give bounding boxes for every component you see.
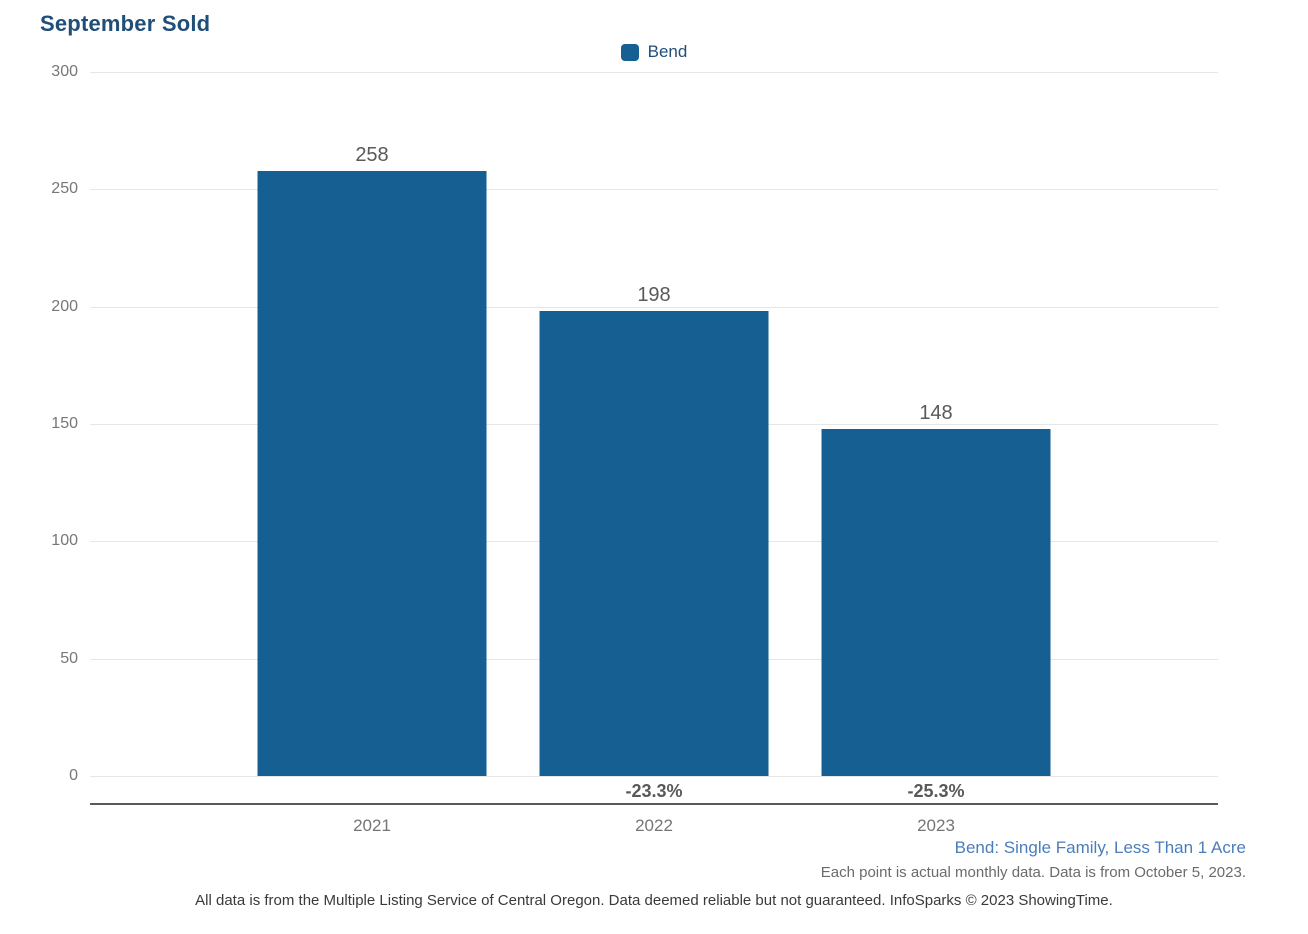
y-tick-label-250: 250 <box>51 180 78 198</box>
gridline-y-200 <box>90 306 1218 308</box>
legend-swatch-icon <box>620 43 639 61</box>
pct-change-label-2022: -23.3% <box>625 781 683 801</box>
footnote-series-description: Bend: Single Family, Less Than 1 Acre <box>954 838 1246 857</box>
y-tick-label-200: 200 <box>51 297 78 315</box>
y-tick-label-100: 100 <box>51 532 78 550</box>
legend-item-bend[interactable]: Bend <box>620 42 688 62</box>
gridline-y-300 <box>90 72 1218 73</box>
bar-bend-2023[interactable] <box>821 428 1051 776</box>
gridline-y-0 <box>90 776 1218 777</box>
y-tick-label-300: 300 <box>51 63 78 80</box>
footnote-data-note: Each point is actual monthly data. Data … <box>820 864 1246 881</box>
y-tick-label-0: 0 <box>69 767 78 784</box>
plot-area: 258 2021 198 -23.3% 2022 148 -25.3% 2023 <box>90 72 1218 835</box>
footnote-disclaimer: All data is from the Multiple Listing Se… <box>195 892 1113 909</box>
y-tick-label-50: 50 <box>60 649 78 667</box>
legend-item-label: Bend <box>647 42 688 61</box>
chart-legend: Bend <box>90 42 1218 62</box>
x-axis-line <box>90 803 1218 805</box>
bar-value-label-2021: 258 <box>355 143 389 166</box>
bar-bend-2021[interactable] <box>257 170 487 776</box>
x-tick-label-2021: 2021 <box>353 816 391 835</box>
x-tick-label-2022: 2022 <box>635 816 673 835</box>
bar-value-label-2023: 148 <box>919 401 953 424</box>
x-tick-label-2023: 2023 <box>917 816 955 835</box>
chart-title: September Sold <box>40 11 211 36</box>
y-tick-label-150: 150 <box>51 415 78 432</box>
bar-value-label-2022: 198 <box>637 284 671 307</box>
bar-bend-2022[interactable] <box>539 311 769 776</box>
gridline-y-250 <box>90 189 1218 191</box>
pct-change-label-2023: -25.3% <box>907 781 965 801</box>
